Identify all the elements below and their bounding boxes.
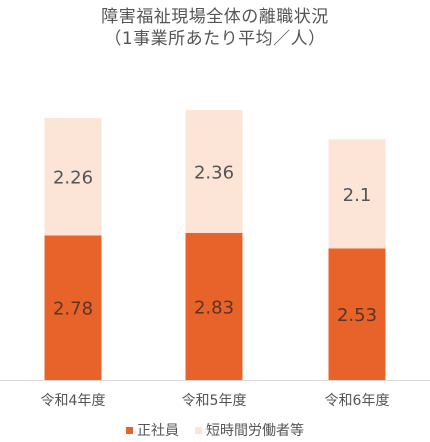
data-label-parttime-1: 2.36	[194, 162, 234, 183]
x-tick-label-1: 令和5年度	[182, 393, 247, 409]
bar-regular-0	[44, 235, 102, 380]
bar-regular-2	[328, 248, 386, 380]
legend-item-parttime: 短時間労働者等	[195, 420, 304, 440]
data-label-regular-1: 2.83	[194, 297, 234, 318]
legend: 正社員 短時間労働者等	[0, 420, 430, 440]
data-label-parttime-0: 2.26	[53, 168, 93, 189]
chart-title: 障害福祉現場全体の離職状況	[101, 7, 329, 27]
x-tick-label-2: 令和6年度	[325, 393, 390, 409]
legend-label-regular: 正社員	[137, 423, 179, 439]
chart-subtitle: （1事業所あたり平均／人）	[104, 29, 326, 49]
data-label-regular-2: 2.53	[337, 305, 377, 326]
legend-swatch-parttime	[195, 426, 202, 434]
legend-swatch-regular	[126, 426, 133, 434]
bar-parttime-0	[44, 117, 102, 236]
x-tick-label-0: 令和4年度	[41, 393, 106, 409]
data-label-regular-0: 2.78	[53, 299, 93, 320]
bar-parttime-2	[328, 139, 386, 249]
legend-item-regular: 正社員	[126, 420, 179, 440]
bar-parttime-1	[185, 110, 243, 233]
legend-label-parttime: 短時間労働者等	[206, 423, 304, 439]
bar-regular-1	[185, 232, 243, 380]
data-label-parttime-2: 2.1	[343, 185, 372, 206]
